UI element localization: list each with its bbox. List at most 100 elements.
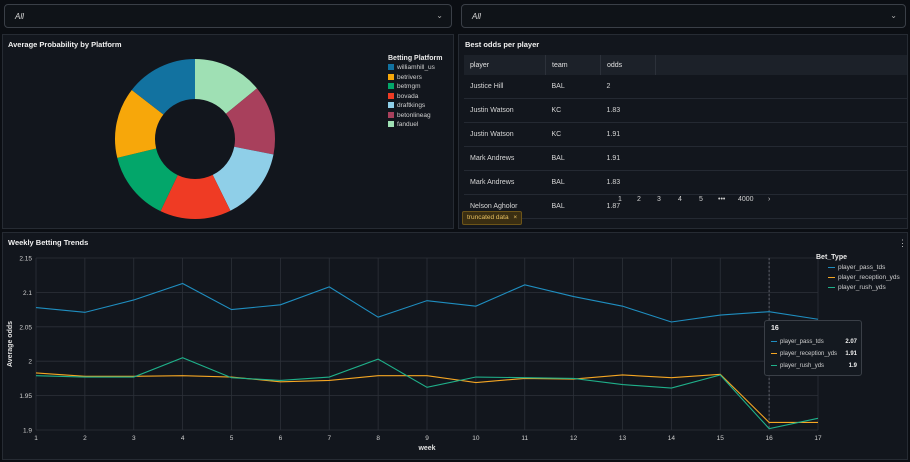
page-button[interactable]: ••• — [718, 196, 726, 203]
legend-swatch — [388, 64, 394, 71]
pie-legend-item[interactable]: betrivers — [388, 73, 422, 82]
trend-panel — [2, 232, 908, 460]
series-swatch — [771, 352, 777, 354]
chevron-down-icon: ⌄ — [890, 11, 897, 20]
x-tick-label: 9 — [425, 435, 429, 442]
x-tick-label: 17 — [814, 435, 822, 442]
x-tick-label: 14 — [668, 435, 676, 442]
pie-slice-bovada[interactable] — [160, 174, 231, 219]
pie-slice-betmgm[interactable] — [117, 148, 178, 212]
legend-swatch — [828, 276, 835, 278]
chevron-down-icon: ⌄ — [436, 11, 443, 20]
pie-legend-item[interactable]: fanduel — [388, 120, 418, 129]
x-tick-label: 13 — [619, 435, 627, 442]
tooltip-row: player_pass_tds 2.07 — [771, 337, 857, 347]
legend-label: draftkings — [397, 102, 426, 109]
trend-panel-title: Weekly Betting Trends — [8, 238, 89, 247]
tooltip-row-value: 2.07 — [845, 339, 857, 345]
legend-label: betmgm — [397, 83, 421, 90]
x-tick-label: 6 — [279, 435, 283, 442]
table-cell-odds: 1.87 — [600, 194, 656, 219]
filter-select-left[interactable]: All ⌄ — [4, 4, 452, 28]
table-cell-team: KC — [545, 98, 601, 123]
x-tick-label: 1 — [34, 435, 38, 442]
table-row[interactable]: Justin Watson KC 1.83 — [464, 98, 907, 123]
y-tick-label: 2 — [28, 359, 32, 366]
pie-slice-williamhill_us[interactable] — [131, 59, 195, 115]
x-tick-label: 7 — [327, 435, 331, 442]
series-line-player_reception_yds[interactable] — [35, 372, 818, 423]
legend-swatch — [388, 92, 394, 99]
legend-label: bovada — [397, 92, 419, 100]
y-tick-label: 1.9 — [23, 428, 32, 435]
pie-legend-item[interactable]: betonlineag — [388, 111, 431, 120]
table-panel-title: Best odds per player — [465, 40, 540, 49]
tooltip-row-value: 1.9 — [848, 363, 857, 369]
table-cell-spacer — [655, 75, 907, 99]
page-button[interactable]: 2 — [637, 196, 641, 203]
pie-slice-betrivers[interactable] — [115, 89, 164, 158]
column-header-team[interactable]: team — [545, 55, 601, 75]
pie-legend-item[interactable]: williamhill_us — [388, 63, 435, 72]
table-row[interactable]: Mark Andrews BAL 1.83 — [464, 170, 907, 195]
legend-label: betrivers — [397, 73, 422, 81]
pie-legend-item[interactable]: draftkings — [388, 101, 425, 110]
close-icon[interactable]: × — [513, 214, 518, 221]
filter-select-right[interactable]: All ⌄ — [461, 4, 906, 28]
table-cell-team: BAL — [545, 146, 601, 171]
pie-slice-draftkings[interactable] — [212, 146, 274, 211]
y-tick-label: 2.1 — [23, 290, 32, 297]
table-cell-team: BAL — [545, 170, 601, 195]
page-button[interactable]: 3 — [657, 196, 661, 203]
column-header-player[interactable]: player — [464, 55, 546, 75]
table-cell-spacer — [655, 146, 907, 171]
x-tick-label: 16 — [766, 435, 774, 442]
page-button[interactable]: 5 — [699, 196, 703, 203]
table-cell-odds: 2 — [600, 75, 656, 99]
series-line-player_pass_tds[interactable] — [35, 282, 819, 323]
x-tick-label: 3 — [132, 435, 136, 442]
page-button[interactable]: 1 — [618, 196, 622, 203]
series-line-player_rush_yds[interactable] — [35, 357, 819, 430]
legend-label: fanduel — [397, 121, 419, 128]
chart-tooltip: 16 player_pass_tds 2.07 player_reception_… — [764, 320, 862, 376]
table-cell-odds: 1.83 — [600, 170, 656, 195]
table-row[interactable]: Justin Watson KC 1.91 — [464, 122, 907, 147]
pie-slice-betonlineag[interactable] — [225, 88, 275, 155]
legend-label: betonlineag — [397, 111, 431, 119]
filter-select-value: All — [472, 12, 481, 21]
line-legend-item[interactable]: player_rush_yds — [828, 283, 886, 292]
legend-swatch — [388, 102, 394, 109]
page-button[interactable]: 4000 — [738, 196, 754, 203]
x-tick-label: 2 — [83, 435, 87, 442]
table-cell-spacer — [655, 194, 907, 219]
legend-label: williamhill_us — [397, 64, 435, 71]
pie-slice-fanduel[interactable] — [195, 59, 257, 114]
line-legend-item[interactable]: player_pass_tds — [828, 263, 885, 272]
pie-legend-item[interactable]: bovada — [388, 92, 418, 101]
filter-select-value: All — [15, 12, 24, 21]
next-page-icon[interactable]: › — [768, 196, 771, 203]
truncated-data-badge: truncated data × — [462, 211, 523, 225]
legend-swatch — [388, 73, 394, 80]
table-row[interactable]: Mark Andrews BAL 1.91 — [464, 146, 907, 171]
pie-legend-item[interactable]: betmgm — [388, 82, 420, 91]
line-legend-item[interactable]: player_reception_yds — [828, 273, 900, 282]
y-tick-label: 2.15 — [19, 256, 32, 263]
column-header-odds[interactable]: odds — [600, 55, 656, 75]
x-axis-label: week — [417, 445, 435, 452]
series-swatch — [771, 364, 777, 366]
truncated-data-label: truncated data — [467, 214, 509, 221]
kebab-menu-icon[interactable]: ⋮ — [898, 238, 907, 248]
tooltip-row-value: 1.91 — [845, 351, 857, 357]
page-button[interactable]: 4 — [678, 196, 682, 203]
table-cell-team: BAL — [545, 75, 601, 99]
table-cell-spacer — [655, 122, 907, 147]
y-tick-label: 1.95 — [19, 393, 32, 400]
table-cell-odds: 1.91 — [600, 122, 656, 147]
table-row[interactable]: Justice Hill BAL 2 — [464, 75, 907, 99]
table-cell-player: Mark Andrews — [464, 170, 546, 195]
tooltip-title: 16 — [771, 325, 779, 332]
series-swatch — [771, 340, 777, 342]
odds-table: player team odds Justice Hill BAL 2 Justin … — [464, 55, 907, 219]
